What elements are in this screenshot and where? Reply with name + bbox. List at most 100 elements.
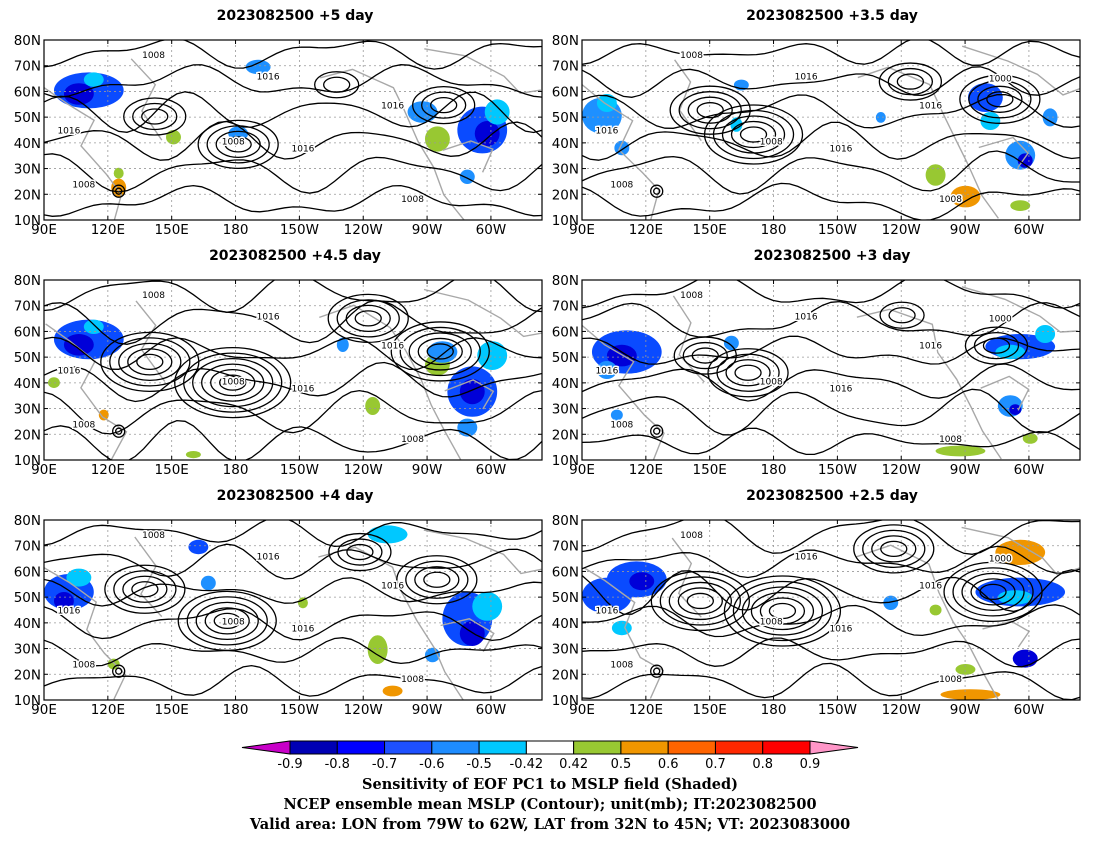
closed-isobar bbox=[650, 570, 750, 632]
colorbar-tick-label: 0.7 bbox=[705, 757, 726, 772]
lon-label: 150W bbox=[280, 222, 319, 238]
coastline bbox=[44, 86, 123, 220]
contour-label: 1008 bbox=[760, 617, 783, 627]
colorbar-box bbox=[620, 740, 669, 755]
isobar bbox=[582, 662, 1080, 700]
closed-isobar bbox=[327, 293, 409, 344]
contour-label: 1016 bbox=[257, 73, 280, 83]
closed-isobar bbox=[112, 184, 126, 198]
closed-isobar bbox=[131, 581, 159, 598]
lon-label: 90W bbox=[412, 702, 443, 718]
lat-label: 60N bbox=[14, 84, 41, 100]
closed-isobar bbox=[730, 120, 777, 149]
map-5: 1008 1016 1008 1016 1016 1016 1008 1008 80N 70N 60… bbox=[14, 513, 543, 718]
lat-label: 10N bbox=[552, 453, 579, 469]
contour-label: 1008 bbox=[72, 661, 95, 671]
lat-label: 50N bbox=[552, 350, 579, 366]
lat-label: 10N bbox=[14, 213, 41, 229]
closed-isobar bbox=[174, 346, 292, 419]
sensitivity-shade bbox=[967, 83, 1003, 112]
contour-label: 1008 bbox=[610, 661, 633, 671]
closed-isobar bbox=[650, 184, 664, 198]
contour-label: 1016 bbox=[830, 145, 853, 155]
closed-isobar bbox=[141, 108, 169, 125]
coastline bbox=[423, 529, 542, 575]
closed-isobar bbox=[390, 321, 490, 382]
contour-label: 1008 bbox=[401, 435, 424, 445]
contour-label: 1008 bbox=[760, 377, 783, 387]
lon-label: 120E bbox=[91, 222, 125, 238]
closed-isobar bbox=[192, 357, 274, 408]
map-2: 1008 1016 1008 1016 1016 1016 1008 1008 1000 80N 7… bbox=[552, 33, 1081, 238]
lat-label: 50N bbox=[552, 110, 579, 126]
map-frame bbox=[43, 39, 543, 221]
lon-label: 120E bbox=[91, 702, 125, 718]
coastline bbox=[423, 288, 542, 338]
colorbar-tick-label: 0.8 bbox=[752, 757, 773, 772]
lon-label: 150E bbox=[155, 222, 189, 238]
closed-isobar bbox=[653, 427, 661, 435]
closed-isobar bbox=[314, 71, 360, 99]
closed-isobar bbox=[104, 564, 186, 614]
isobar bbox=[44, 64, 542, 98]
sensitivity-shade bbox=[367, 635, 388, 664]
closed-isobar bbox=[673, 336, 737, 375]
contour-label: 1008 bbox=[72, 421, 95, 431]
closed-isobar bbox=[968, 80, 1032, 119]
sensitivity-shade bbox=[83, 319, 104, 334]
closed-isobar bbox=[323, 76, 351, 93]
lon-label: 120W bbox=[344, 462, 383, 478]
lon-label: 60W bbox=[1014, 462, 1045, 478]
sensitivity-shade bbox=[610, 409, 623, 421]
lat-label: 10N bbox=[552, 693, 579, 709]
sensitivity-shade bbox=[63, 334, 94, 356]
contour-label: 1008 bbox=[680, 531, 703, 541]
sensitivity-shade bbox=[472, 592, 503, 621]
closed-isobar bbox=[696, 102, 724, 119]
lat-label: 30N bbox=[552, 642, 579, 658]
lat-label: 80N bbox=[14, 513, 41, 529]
sensitivity-shade bbox=[1010, 200, 1031, 212]
closed-isobar bbox=[768, 602, 797, 620]
sensitivity-shade bbox=[459, 379, 485, 405]
closed-isobar bbox=[177, 590, 277, 652]
map-frame bbox=[581, 39, 1081, 221]
closed-isobar bbox=[691, 347, 719, 364]
closed-isobar bbox=[687, 96, 733, 124]
closed-isobar bbox=[115, 427, 123, 435]
closed-isobar bbox=[412, 86, 476, 125]
isobar bbox=[582, 280, 1080, 309]
lat-label: 80N bbox=[552, 33, 579, 49]
closed-isobar bbox=[136, 353, 164, 371]
lat-label: 20N bbox=[552, 427, 579, 443]
map-frame bbox=[43, 279, 543, 461]
closed-isobar bbox=[346, 543, 374, 561]
coastline bbox=[582, 324, 665, 460]
panel-title: 2023082500 +2.5 day bbox=[746, 488, 918, 504]
contour-label: 1016 bbox=[830, 385, 853, 395]
contour-label: 1008 bbox=[680, 51, 703, 61]
panel-title: 2023082500 +5 day bbox=[216, 8, 374, 24]
sensitivity-shade bbox=[98, 409, 109, 421]
colorbar-box bbox=[478, 740, 527, 755]
closed-isobar bbox=[650, 424, 664, 438]
contour-label: 1016 bbox=[381, 101, 404, 111]
lat-label: 10N bbox=[552, 213, 579, 229]
colorbar-tick-label: -0.5 bbox=[466, 757, 491, 772]
contour-label: 1016 bbox=[795, 553, 818, 563]
coastline bbox=[674, 59, 702, 142]
colorbar: -0.9 -0.8 -0.7 -0.6 -0.5 -0.42 0.42 0.5 0.6 0.7 0.… bbox=[241, 740, 859, 772]
isobar bbox=[44, 361, 542, 403]
closed-isobar bbox=[408, 332, 472, 371]
contour-label: 1016 bbox=[595, 127, 618, 137]
lat-label: 10N bbox=[14, 693, 41, 709]
sensitivity-shade bbox=[166, 130, 181, 145]
sensitivity-shade bbox=[883, 595, 899, 610]
sensitivity-shade bbox=[955, 664, 976, 675]
sensitivity-shade bbox=[185, 451, 201, 459]
sensitivity-shade bbox=[1022, 433, 1038, 444]
closed-isobar bbox=[113, 570, 177, 609]
isobar bbox=[44, 520, 542, 548]
colorbar-tick-label: 0.42 bbox=[559, 757, 588, 772]
closed-isobar bbox=[973, 331, 1020, 360]
